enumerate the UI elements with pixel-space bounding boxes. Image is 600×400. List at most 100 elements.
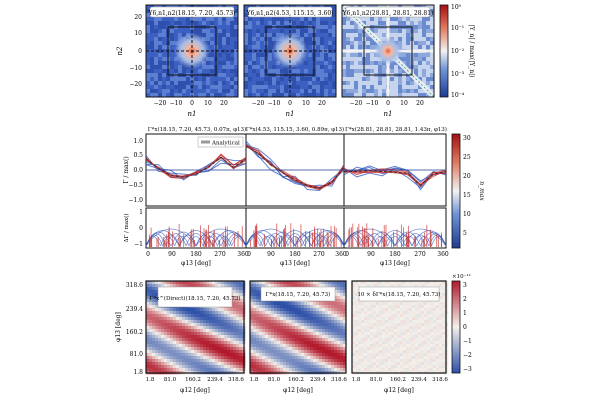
- heatmap-cell: [342, 53, 346, 57]
- heatmap-cell: [325, 281, 329, 285]
- heatmap-cell: [179, 338, 183, 342]
- row1-xtick-label: 0: [386, 100, 390, 107]
- heatmap-cell: [373, 305, 377, 309]
- heatmap-cell: [234, 81, 238, 85]
- heatmap-cell: [256, 335, 260, 339]
- heatmap-cell: [442, 356, 446, 360]
- heatmap-cell: [418, 311, 422, 315]
- heatmap-cell: [191, 329, 195, 333]
- heatmap-cell: [222, 73, 226, 77]
- heatmap-cell: [316, 45, 320, 49]
- heatmap-cell: [259, 368, 263, 372]
- heatmap-cell: [200, 335, 204, 339]
- heatmap-cell: [343, 368, 347, 372]
- heatmap-cell: [316, 93, 320, 97]
- heatmap-cell: [422, 69, 426, 73]
- heatmap-cell: [262, 302, 266, 306]
- heatmap-cell: [239, 284, 243, 288]
- heatmap-cell: [426, 57, 430, 61]
- heatmap-cell: [307, 344, 311, 348]
- heatmap-cell: [385, 359, 389, 363]
- heatmap-cell: [310, 320, 314, 324]
- heatmap-cell: [162, 45, 166, 49]
- heatmap-cell: [256, 89, 260, 93]
- heatmap-cell: [400, 302, 404, 306]
- row2-panel-title: Γ*x(18.15, 7.20, 45.73, 0.07π, φ13): [148, 126, 246, 133]
- heatmap-cell: [170, 362, 174, 366]
- heatmap-cell: [236, 368, 240, 372]
- heatmap-cell: [155, 317, 159, 321]
- heatmap-cell: [277, 347, 281, 351]
- heatmap-cell: [445, 332, 449, 336]
- heatmap-cell: [301, 341, 305, 345]
- heatmap-cell: [370, 317, 374, 321]
- heatmap-cell: [430, 61, 434, 65]
- heatmap-cell: [361, 365, 365, 369]
- heatmap-cell: [222, 53, 226, 57]
- heatmap-cell: [227, 341, 231, 345]
- heatmap-cell: [439, 368, 443, 372]
- heatmap-cell: [226, 73, 230, 77]
- heatmap-cell: [176, 314, 180, 318]
- heatmap-cell: [388, 344, 392, 348]
- heatmap-cell: [325, 332, 329, 336]
- heatmap-cell: [155, 326, 159, 330]
- heatmap-cell: [397, 335, 401, 339]
- heatmap-cell: [194, 365, 198, 369]
- heatmap-cell: [296, 77, 300, 81]
- heatmap-cell: [206, 17, 210, 21]
- heatmap-cell: [197, 353, 201, 357]
- heatmap-cell: [295, 317, 299, 321]
- heatmap-cell: [152, 323, 156, 327]
- heatmap-cell: [259, 350, 263, 354]
- heatmap-cell: [388, 359, 392, 363]
- heatmap-cell: [161, 311, 165, 315]
- heatmap-cell: [155, 332, 159, 336]
- heatmap-cell: [271, 353, 275, 357]
- heatmap-cell: [197, 326, 201, 330]
- heatmap-cell: [394, 338, 398, 342]
- heatmap-cell: [307, 332, 311, 336]
- heatmap-cell: [179, 311, 183, 315]
- heatmap-cell: [253, 281, 257, 285]
- heatmap-cell: [358, 323, 362, 327]
- heatmap-cell: [332, 41, 336, 45]
- heatmap-cell: [298, 281, 302, 285]
- heatmap-cell: [146, 85, 150, 89]
- heatmap-cell: [421, 335, 425, 339]
- row3-xtick: 160.2: [185, 377, 201, 383]
- heatmap-cell: [197, 365, 201, 369]
- heatmap-cell: [352, 365, 356, 369]
- heatmap-cell: [194, 341, 198, 345]
- heatmap-cell: [224, 338, 228, 342]
- heatmap-cell: [350, 41, 354, 45]
- heatmap-cell: [262, 353, 266, 357]
- heatmap-cell: [313, 305, 317, 309]
- heatmap-cell: [418, 69, 422, 73]
- heatmap-cell: [316, 41, 320, 45]
- heatmap-cell: [161, 314, 165, 318]
- heatmap-cell: [170, 323, 174, 327]
- heatmap-cell: [200, 365, 204, 369]
- heatmap-cell: [332, 57, 336, 61]
- heatmap-cell: [418, 317, 422, 321]
- heatmap-cell: [239, 314, 243, 318]
- heatmap-cell: [176, 368, 180, 372]
- heatmap-cell: [436, 335, 440, 339]
- heatmap-cell: [244, 65, 248, 69]
- heatmap-cell: [274, 305, 278, 309]
- heatmap-cell: [222, 25, 226, 29]
- heatmap-cell: [248, 41, 252, 45]
- heatmap-cell: [154, 93, 158, 97]
- heatmap-cell: [197, 335, 201, 339]
- heatmap-cell: [342, 29, 346, 33]
- heatmap-cell: [226, 29, 230, 33]
- row3-xtick: 160.2: [288, 377, 304, 383]
- heatmap-cell: [274, 341, 278, 345]
- heatmap-cell: [182, 341, 186, 345]
- heatmap-cell: [445, 296, 449, 300]
- row3-cb-tick: 0: [463, 324, 467, 331]
- heatmap-cell: [304, 37, 308, 41]
- heatmap-cell: [179, 281, 183, 285]
- heatmap-cell: [337, 284, 341, 288]
